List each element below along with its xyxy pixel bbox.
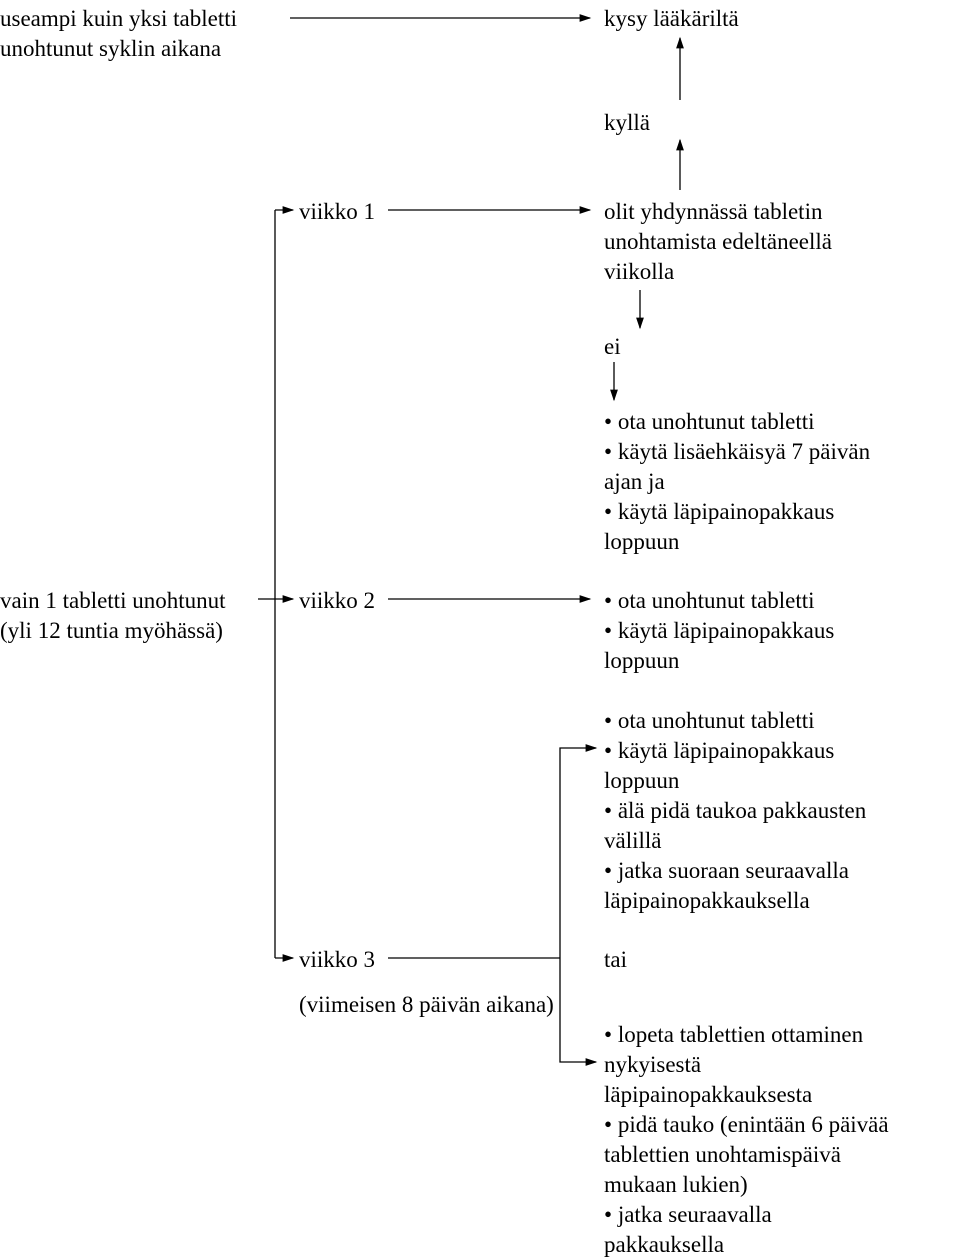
arrows-layer <box>0 0 960 1258</box>
flowchart-canvas: useampi kuin yksi tabletti unohtunut syk… <box>0 0 960 1258</box>
